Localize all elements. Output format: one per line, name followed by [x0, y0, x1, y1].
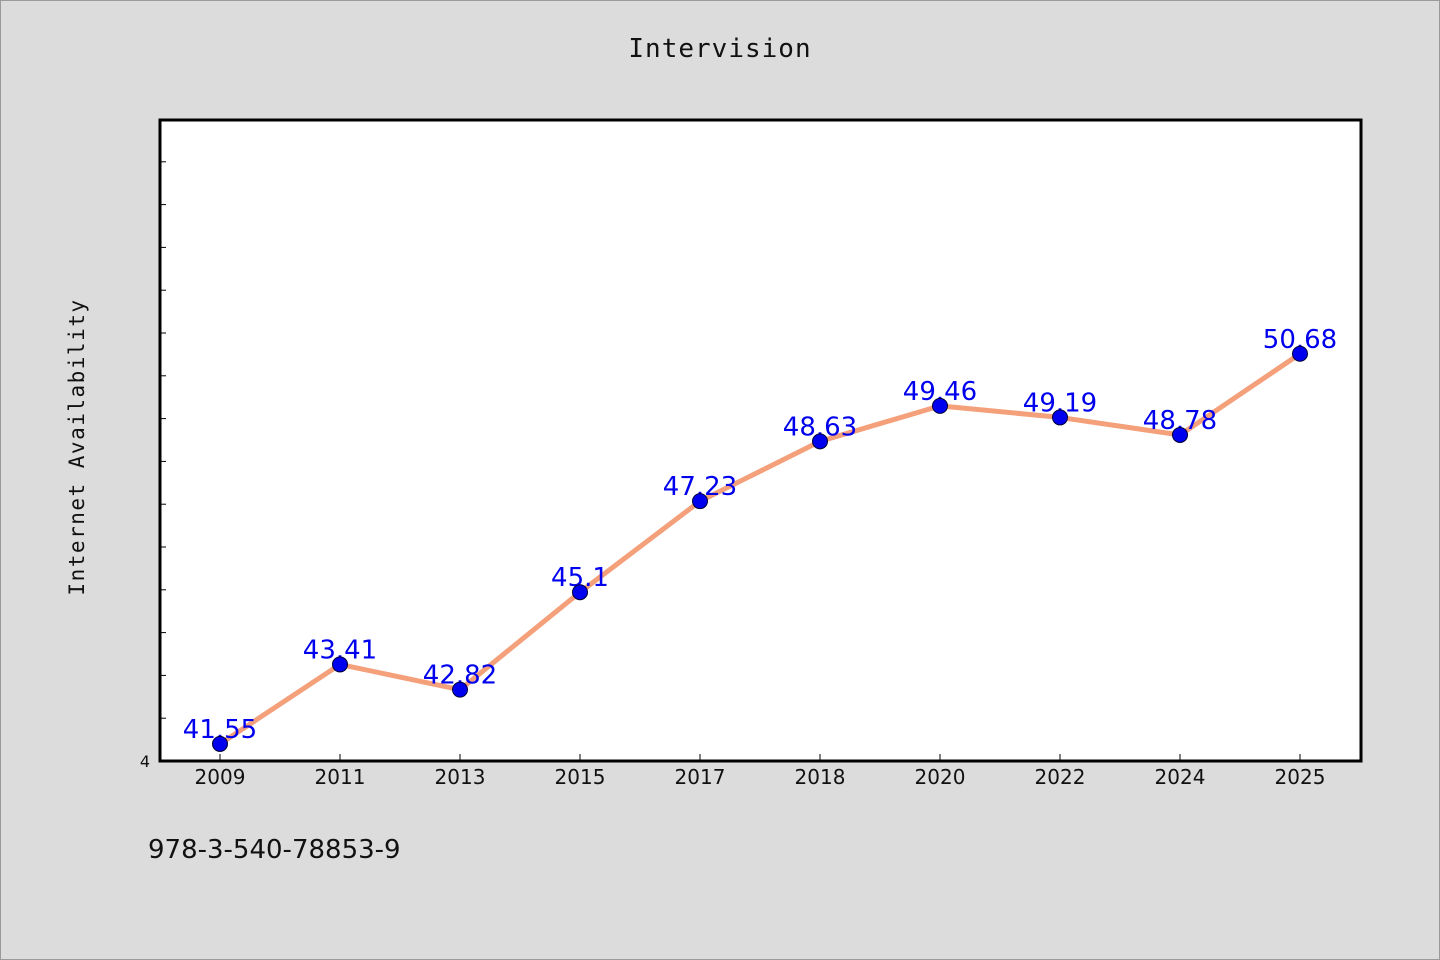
x-tick-label: 2022: [1035, 765, 1086, 789]
x-tick-label: 2018: [795, 765, 846, 789]
y-axis-ticks: 4: [140, 161, 166, 771]
data-point: [1292, 345, 1308, 362]
plot-area: [158, 118, 1363, 763]
x-tick-label: 2024: [1155, 765, 1206, 789]
x-tick-label: 2011: [315, 765, 366, 789]
data-point: [212, 735, 228, 752]
x-tick-label: 2020: [915, 765, 966, 789]
data-point: [1172, 426, 1188, 443]
x-tick-label: 2025: [1275, 765, 1326, 789]
data-point: [1052, 409, 1068, 426]
data-point: [332, 656, 348, 673]
x-axis-ticks: 2009 2011 2013 2015 2017 2018 2020 2022 2024 2025: [195, 754, 1326, 789]
series-line: [217, 351, 1303, 747]
y-tick-label: 4: [140, 752, 150, 771]
data-point: [812, 433, 828, 450]
data-point: [692, 493, 708, 510]
data-point: [572, 584, 588, 601]
x-tick-label: 2017: [675, 765, 726, 789]
footer-isbn-text: 978-3-540-78853-9: [148, 835, 401, 865]
data-point: [932, 397, 948, 414]
x-tick-label: 2013: [435, 765, 486, 789]
x-tick-label: 2009: [195, 765, 246, 789]
chart-title: Intervision: [628, 34, 812, 64]
data-point: [452, 681, 468, 698]
x-tick-label: 2015: [555, 765, 606, 789]
